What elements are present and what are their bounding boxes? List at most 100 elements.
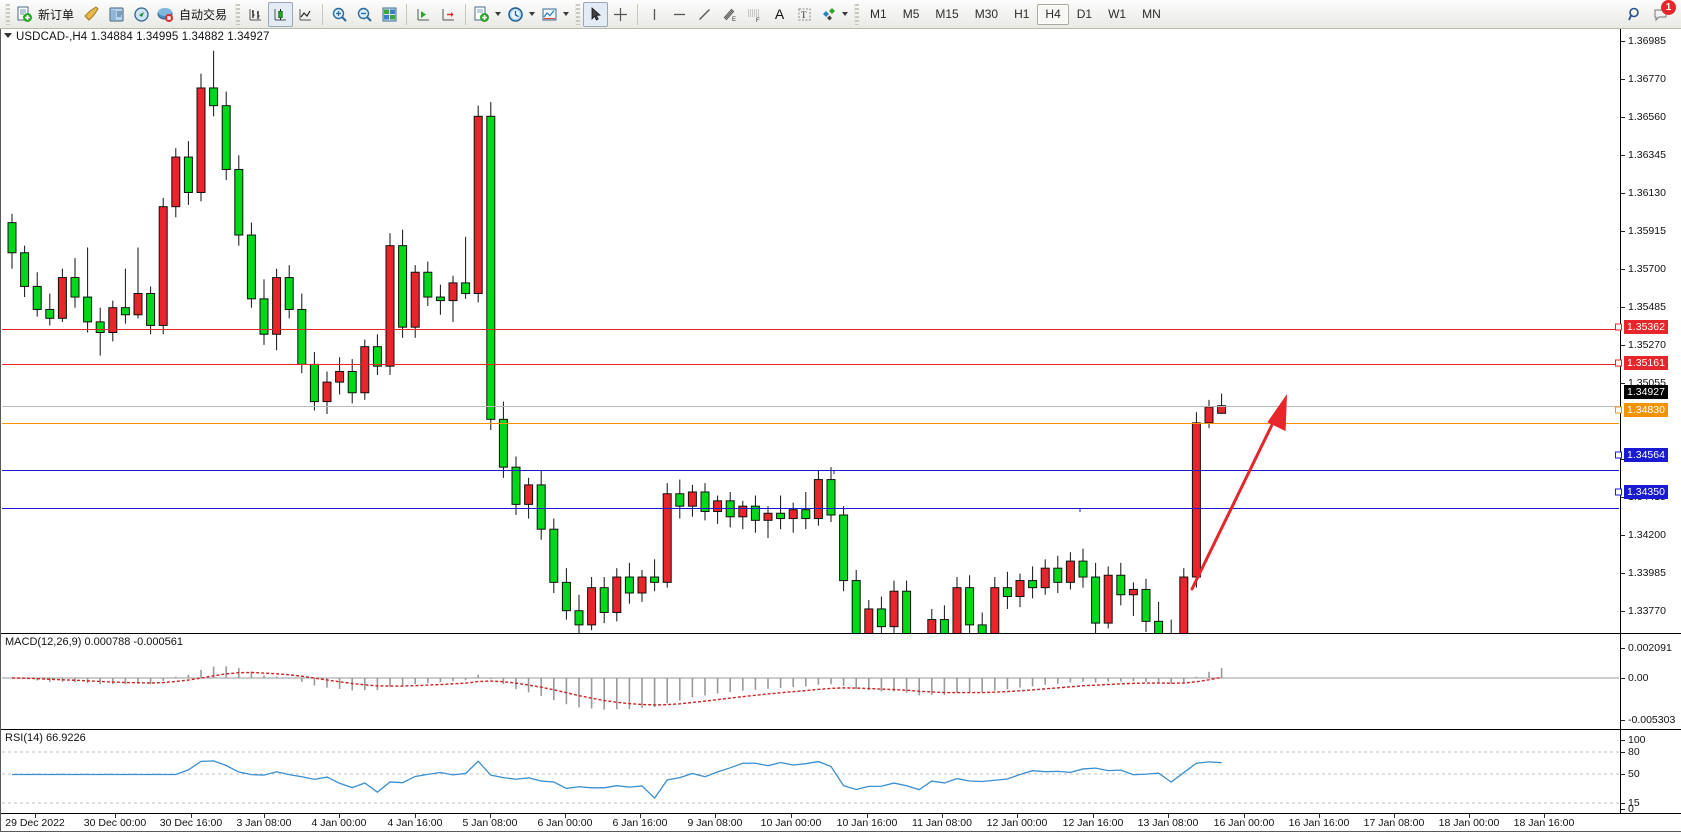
vertical-line-button[interactable] xyxy=(642,2,667,27)
level-drag-handle[interactable] xyxy=(1615,406,1622,414)
candlestick-chart-button[interactable] xyxy=(268,1,294,27)
level-drag-handle[interactable] xyxy=(1615,359,1622,367)
candlestick xyxy=(158,197,168,335)
resistance-level-2[interactable]: 1.35161 xyxy=(1615,356,1668,370)
timeframe-m5[interactable]: M5 xyxy=(902,7,920,21)
rsi-tick-mark xyxy=(1621,774,1625,775)
objects-button[interactable] xyxy=(817,2,851,27)
macd-scale: 0.002091 0.00 -0.005303 xyxy=(1620,634,1681,729)
chevron-down-icon[interactable] xyxy=(842,12,849,16)
price-plot-area[interactable] xyxy=(2,29,1619,633)
macd-pane[interactable]: MACD(12,26,9) 0.000788 -0.000561 0.00209… xyxy=(1,633,1681,729)
zoom-out-button[interactable] xyxy=(352,2,377,27)
navigator-button[interactable] xyxy=(104,2,129,27)
toolbar-grip-4[interactable] xyxy=(854,3,860,25)
rsi-pane[interactable]: RSI(14) 66.9226 100 80 50 15 0 xyxy=(1,729,1681,813)
timeframe-mn[interactable]: MN xyxy=(1142,7,1161,21)
timeframe-w1[interactable]: W1 xyxy=(1108,7,1127,21)
chart-shift-button[interactable] xyxy=(436,2,461,27)
support-level-1[interactable]: 1.34564 xyxy=(1615,448,1668,462)
rsi-series xyxy=(2,751,1619,804)
rsi-tick-label: 100 xyxy=(1628,734,1646,746)
level-drag-handle[interactable] xyxy=(1615,451,1622,459)
support-level-2[interactable]: 1.34350 xyxy=(1615,485,1668,499)
text-label-button[interactable]: T xyxy=(792,2,817,27)
indicators-button[interactable] xyxy=(470,2,504,27)
macd-plot-area[interactable] xyxy=(2,634,1619,729)
chart-window[interactable]: USDCAD-,H4 1.34884 1.34995 1.34882 1.349… xyxy=(0,29,1681,832)
templates-button[interactable] xyxy=(538,2,572,27)
search-button[interactable] xyxy=(1623,2,1648,27)
candlestick xyxy=(498,401,508,478)
timeframe-m30[interactable]: M30 xyxy=(974,7,999,21)
chevron-down-icon[interactable] xyxy=(495,12,502,16)
auto-scroll-button[interactable] xyxy=(411,2,436,27)
candlestick xyxy=(561,568,571,620)
rsi-tick-label: 15 xyxy=(1628,797,1640,809)
compass-button[interactable] xyxy=(129,2,154,27)
candlestick xyxy=(83,247,93,333)
text-button[interactable]: A xyxy=(767,2,792,27)
rsi-plot-area[interactable] xyxy=(2,730,1619,813)
search-icon xyxy=(1627,6,1644,23)
chevron-down-icon[interactable] xyxy=(529,12,536,16)
timeframe-d1[interactable]: D1 xyxy=(1076,7,1093,21)
resistance-level-1[interactable]: 1.35362 xyxy=(1615,320,1668,334)
candlestick xyxy=(1053,555,1063,593)
trendline-button[interactable] xyxy=(692,2,717,27)
chart-annotations[interactable] xyxy=(2,29,1619,633)
notification-badge: 1 xyxy=(1661,0,1676,15)
candlestick xyxy=(473,105,483,303)
time-tick-mark xyxy=(715,814,716,818)
toolbar-grip-2[interactable] xyxy=(235,3,241,25)
crosshair-button[interactable] xyxy=(608,2,633,27)
timeframe-m15[interactable]: M15 xyxy=(935,7,959,21)
candlestick xyxy=(826,467,836,523)
autotrading-label: 自动交易 xyxy=(179,7,228,22)
candlestick xyxy=(876,596,886,633)
candlestick xyxy=(234,155,244,246)
equidistant-channel-button[interactable]: E xyxy=(717,2,742,27)
timeframe-h1[interactable]: H1 xyxy=(1014,7,1030,21)
toolbar-grip[interactable] xyxy=(5,3,10,25)
price-tick-mark xyxy=(1621,231,1625,232)
notifications-button[interactable]: 1 xyxy=(1648,0,1676,27)
candlestick xyxy=(524,477,534,519)
timeframe-m1[interactable]: M1 xyxy=(870,7,887,21)
toolbar-grip-3[interactable] xyxy=(575,3,581,25)
metaeditor-button[interactable] xyxy=(79,2,104,27)
level-drag-handle[interactable] xyxy=(1615,488,1622,496)
price-scale[interactable]: 1.36985 1.36770 1.36560 1.36345 1.36130 1.359… xyxy=(1615,29,1681,633)
chevron-down-icon[interactable] xyxy=(563,12,570,16)
autotrading-button[interactable]: 自动交易 xyxy=(154,2,232,27)
candlestick xyxy=(763,506,773,539)
candlestick xyxy=(183,141,193,205)
candlestick xyxy=(1103,566,1113,629)
candlestick xyxy=(738,500,748,530)
tile-windows-button[interactable] xyxy=(377,2,402,27)
time-axis[interactable]: 29 Dec 2022 30 Dec 00:00 30 Dec 16:00 3 Jan… xyxy=(1,813,1681,831)
bar-chart-button[interactable] xyxy=(243,2,268,27)
line-chart-button[interactable] xyxy=(293,2,318,27)
time-tick-label: 16 Jan 16:00 xyxy=(1288,817,1350,829)
bullish-trend-arrow[interactable] xyxy=(1190,394,1287,591)
new-order-button[interactable]: 新订单 xyxy=(13,2,79,27)
horizontal-line-button[interactable] xyxy=(667,2,692,27)
timeframe-h4[interactable]: H4 xyxy=(1037,3,1069,25)
cursor-button[interactable] xyxy=(583,1,609,27)
candlestick xyxy=(20,245,30,298)
current-price-label[interactable]: 1.34927 xyxy=(1624,385,1668,399)
price-pane[interactable]: 1.36985 1.36770 1.36560 1.36345 1.36130 1.359… xyxy=(1,29,1681,633)
zoom-in-button[interactable] xyxy=(327,2,352,27)
candlestick xyxy=(889,580,899,633)
candlestick xyxy=(259,279,269,345)
candlestick xyxy=(171,148,181,218)
collapse-triangle-icon[interactable] xyxy=(4,33,12,38)
period-button[interactable] xyxy=(504,2,538,27)
pending-order-level[interactable]: 1.34830 xyxy=(1615,403,1668,417)
time-tick-label: 9 Jan 08:00 xyxy=(687,817,743,829)
fibonacci-retracement-button[interactable]: F xyxy=(742,2,767,27)
level-drag-handle[interactable] xyxy=(1615,323,1622,331)
rsi-tick-mark xyxy=(1621,803,1625,804)
toolbar-separator-1 xyxy=(322,3,324,25)
